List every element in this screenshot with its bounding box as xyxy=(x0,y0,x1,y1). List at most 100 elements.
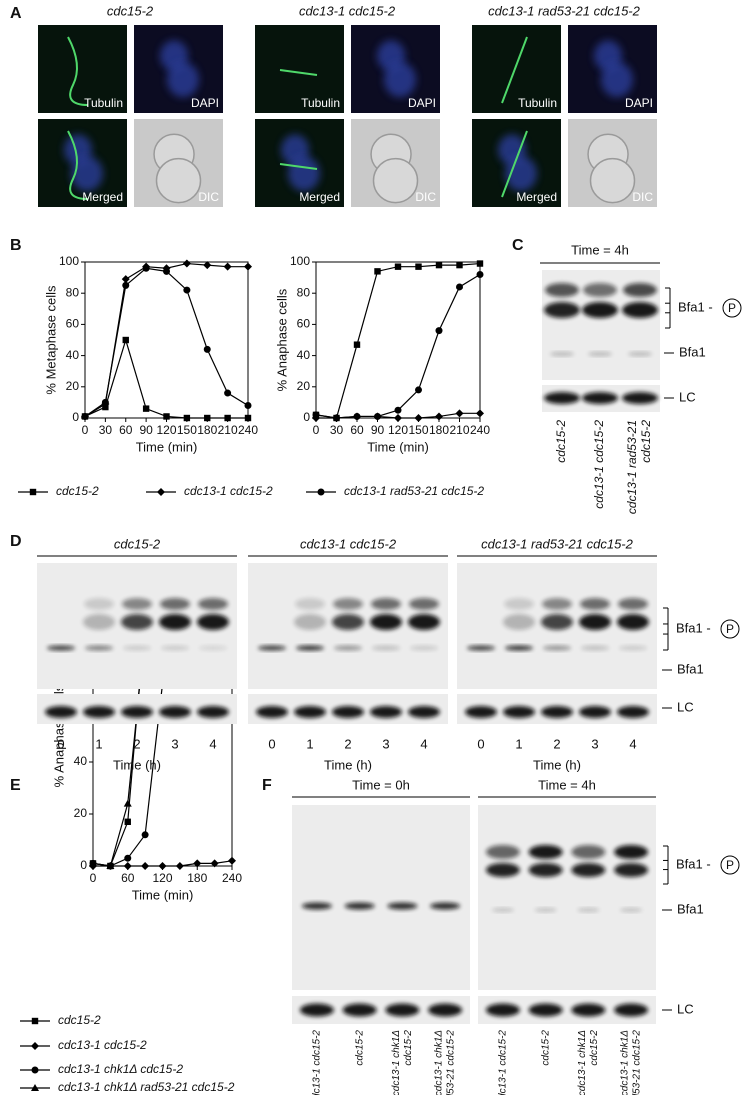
band xyxy=(617,706,649,718)
spindle xyxy=(67,130,89,200)
x-tick-label: 30 xyxy=(330,423,344,437)
channel-label: Tubulin xyxy=(301,96,340,110)
channel-label: Merged xyxy=(516,190,557,204)
band xyxy=(542,598,572,610)
band-label: Bfa1 xyxy=(677,901,704,916)
strain-title: cdc15-2 xyxy=(114,536,161,551)
legend-label: cdc13-1 chk1Δ rad53-21 cdc15-2 xyxy=(58,1080,235,1094)
legend-marker xyxy=(31,1042,39,1050)
band xyxy=(409,598,439,610)
band xyxy=(581,645,609,651)
band xyxy=(571,863,606,877)
time-label: 2 xyxy=(133,736,140,751)
legend-label: cdc13-1 cdc15-2 xyxy=(184,484,273,498)
band xyxy=(258,645,286,651)
band xyxy=(428,1003,463,1017)
marker xyxy=(183,414,191,422)
axis-label: Time (h) xyxy=(324,757,372,772)
nucleus xyxy=(504,155,537,192)
marker xyxy=(476,270,484,278)
lane-label: cdc13-1 chk1Δ xyxy=(391,1030,402,1095)
marker xyxy=(163,267,170,275)
micrograph-content xyxy=(501,36,528,104)
band xyxy=(582,392,618,404)
channel-label: Merged xyxy=(82,190,123,204)
band xyxy=(541,614,573,630)
time-label: 4 xyxy=(209,736,216,751)
legend-label: cdc15-2 xyxy=(56,484,99,498)
x-tick-label: 120 xyxy=(388,423,408,437)
x-axis-label: Time (min) xyxy=(132,887,194,902)
x-tick-label: 90 xyxy=(139,423,153,437)
marker xyxy=(333,414,340,422)
marker xyxy=(312,411,320,419)
spindle xyxy=(279,69,318,76)
y-tick-label: 0 xyxy=(303,410,310,424)
lane-label: rad53-21 cdc15-2 xyxy=(632,1030,643,1095)
micrograph xyxy=(38,25,127,113)
band xyxy=(84,598,114,610)
band-label: Bfa1 xyxy=(677,661,704,676)
x-tick-label: 0 xyxy=(90,871,97,885)
lane-label: cdc15-2 xyxy=(403,1030,414,1066)
axis-label: Time (h) xyxy=(533,757,581,772)
marker xyxy=(353,341,361,348)
band xyxy=(588,352,612,356)
legend-marker xyxy=(31,1084,39,1091)
lane-label: cdc15-2 xyxy=(354,1030,365,1066)
band xyxy=(619,645,647,651)
band xyxy=(296,645,324,651)
x-tick-label: 180 xyxy=(429,423,449,437)
marker xyxy=(158,862,167,870)
y-tick-label: 20 xyxy=(297,379,311,393)
nucleus xyxy=(383,61,416,98)
channel-label: Tubulin xyxy=(518,96,557,110)
band-label: P xyxy=(726,858,734,872)
band xyxy=(504,598,534,610)
micrograph-content xyxy=(370,133,419,204)
marker xyxy=(124,818,131,825)
cell-outline xyxy=(372,157,419,204)
micrograph-content xyxy=(160,40,199,98)
band xyxy=(622,392,658,404)
band xyxy=(579,614,611,630)
y-tick-label: 0 xyxy=(72,410,79,424)
y-tick-label: 40 xyxy=(66,348,80,362)
marker xyxy=(163,413,170,420)
band xyxy=(333,598,363,610)
spindle xyxy=(67,36,89,106)
band xyxy=(332,706,364,718)
band xyxy=(385,1003,420,1017)
strain-title: cdc13-1 cdc15-2 xyxy=(299,3,396,18)
marker xyxy=(142,405,150,412)
y-tick-label: 20 xyxy=(74,806,88,820)
band xyxy=(408,614,440,630)
band xyxy=(45,706,77,718)
band xyxy=(410,645,438,651)
band xyxy=(534,908,557,912)
marker xyxy=(203,345,211,353)
lane-label: cdc13-1 chk1Δ xyxy=(434,1030,445,1095)
y-tick-label: 100 xyxy=(290,254,310,268)
marker xyxy=(106,862,115,869)
nucleus xyxy=(166,61,199,98)
marker xyxy=(224,414,231,422)
marker xyxy=(394,406,402,414)
band xyxy=(503,706,535,718)
band xyxy=(550,352,574,356)
legend-marker xyxy=(317,488,325,496)
band xyxy=(294,614,326,630)
micrograph-content xyxy=(67,36,89,106)
panel-label: D xyxy=(10,533,22,550)
legend-marker xyxy=(31,1066,39,1074)
micrograph xyxy=(472,25,561,113)
x-tick-label: 60 xyxy=(119,423,133,437)
channel-label: DAPI xyxy=(191,96,219,110)
band xyxy=(620,908,643,912)
x-tick-label: 120 xyxy=(156,423,176,437)
band xyxy=(485,863,520,877)
micrograph-content xyxy=(594,40,633,98)
band xyxy=(485,1003,520,1017)
legend-label: cdc13-1 chk1Δ cdc15-2 xyxy=(58,1062,183,1076)
marker xyxy=(223,262,232,271)
